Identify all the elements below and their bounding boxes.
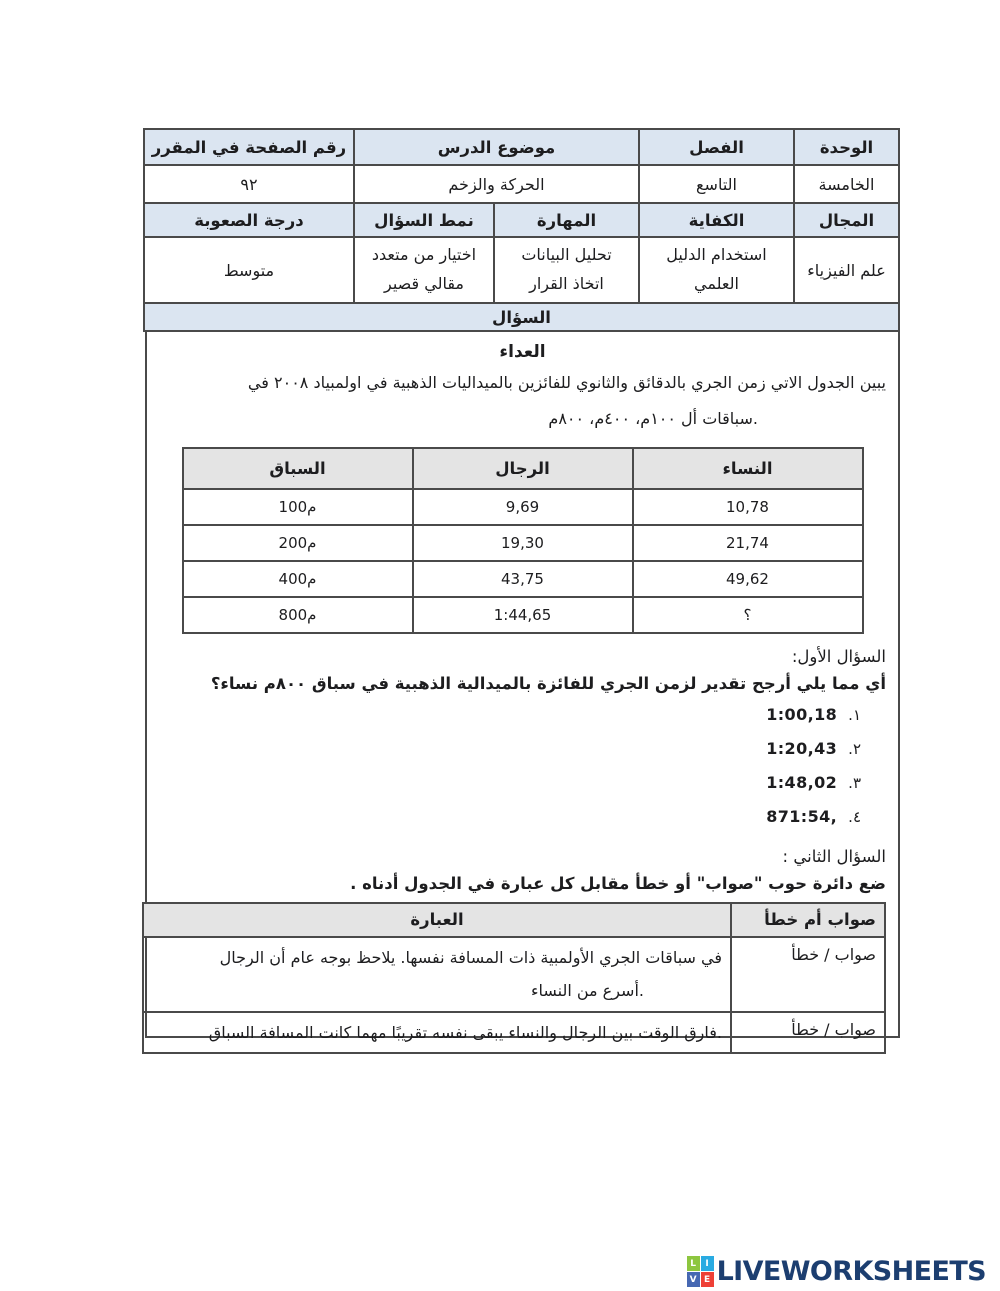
liveworksheets-grid-icon: L I V E [686,1256,714,1287]
statement-column-header: العبارة [142,901,732,938]
men-time-cell: 43,75 [411,559,634,598]
true-false-answer-cell[interactable]: صواب / خطأ [730,935,886,1013]
skill-header-cell: المهارة [493,202,640,238]
chapter-header-cell: الفصل [638,128,795,166]
true-false-table: صواب أم خطأ العبارة صواب / خطأ في سباقات… [142,901,886,1055]
table-row: 800م 1:44,65 ؟ [181,595,864,634]
difficulty-header-cell: درجة الصعوبة [142,202,355,238]
table-row: 400م 43,75 49,62 [181,559,864,598]
liveworksheets-wordmark: LIVEWORKSHEETS [716,1256,987,1287]
question-type-header-cell: نمط السؤال [352,202,496,238]
question-intro-line2: .سباقات أل ١٠٠م، ٤٠٠م، ٨٠٠م [548,408,758,428]
race-cell: 100م [181,487,414,526]
option-number: ٣. [848,773,861,792]
answer-column-header: صواب أم خطأ [730,901,886,938]
field-value-cell: علم الفيزياء [793,236,900,304]
women-time-cell: 49,62 [631,559,864,598]
statement-line2: .أسرع من النساء [530,981,644,1001]
question1-label: السؤال الأول: [791,646,886,666]
logo-square-e: E [700,1272,714,1287]
statement-cell: .فارق الوقت بين الرجال والنساء يبقى نفسه… [142,1010,732,1055]
page-number-header-cell: رقم الصفحة في المقرر [142,128,355,166]
race-cell: 200م [181,523,414,562]
option-value: 1:48,02 [766,773,838,793]
question-intro-line1: يبين الجدول الاتي زمن الجري بالدقائق وال… [247,373,886,392]
page-number-value-cell: ٩٢ [142,164,355,204]
women-time-cell: 10,78 [631,487,864,526]
skill-value-cell: تحليل البيانات اتخاذ القرار [493,236,640,304]
difficulty-value-cell: متوسط [142,236,355,304]
statement-line1: في سباقات الجري الأولمبية ذات المسافة نف… [219,947,722,967]
option-number: ٤. [848,807,861,826]
race-column-header: السباق [181,446,414,490]
competency-value-cell: استخدام الدليل العلمي [638,236,795,304]
question-type-value-cell: اختيار من متعدد مقالي قصير [352,236,496,304]
race-cell: 800م [181,595,414,634]
topic-header-cell: موضوع الدرس [352,128,641,166]
competency-header-cell: الكفاية [638,202,795,238]
race-times-table: السباق الرجال النساء 100م 9,69 10,78 200… [181,446,864,634]
topic-value-cell: الحركة والزخم [352,164,641,204]
liveworksheets-logo[interactable]: L I V E LIVEWORKSHEETS [686,1256,987,1287]
logo-square-l: L [686,1256,700,1271]
unit-header-cell: الوحدة [793,128,900,166]
option-3[interactable]: ٣. 1:48,02 [159,766,886,800]
option-value: 1:00,18 [766,705,838,725]
logo-square-i: I [700,1256,714,1271]
field-header-cell: المجال [793,202,900,238]
women-time-unknown-cell: ؟ [631,595,864,634]
option-value: 871:54, [766,807,838,827]
chapter-value-cell: التاسع [638,164,795,204]
women-column-header: النساء [631,446,864,490]
true-false-answer-cell[interactable]: صواب / خطأ [730,1010,886,1055]
option-number: ١. [848,705,861,724]
option-1[interactable]: ١. 1:00,18 [159,698,886,732]
option-value: 1:20,43 [766,739,838,759]
question2-text: ضع دائرة حوب "صواب" أو خطأ مقابل كل عبار… [350,873,886,893]
men-time-cell: 19,30 [411,523,634,562]
table-row: 100م 9,69 10,78 [181,487,864,526]
question-title: العداء [499,342,546,362]
option-number: ٢. [848,739,861,758]
option-2[interactable]: ٢. 1:20,43 [159,732,886,766]
question-box: العداء يبين الجدول الاتي زمن الجري بالدق… [142,330,900,1055]
men-time-cell: 1:44,65 [411,595,634,634]
race-cell: 400م [181,559,414,598]
statement-line1: .فارق الوقت بين الرجال والنساء يبقى نفسه… [208,1022,722,1042]
women-time-cell: 21,74 [631,523,864,562]
worksheet-content: الوحدة الفصل موضوع الدرس رقم الصفحة في ا… [142,128,901,1055]
statement-cell: في سباقات الجري الأولمبية ذات المسافة نف… [142,935,732,1013]
men-time-cell: 9,69 [411,487,634,526]
unit-value-cell: الخامسة [793,164,900,204]
metadata-table: الوحدة الفصل موضوع الدرس رقم الصفحة في ا… [142,128,901,332]
table-row: صواب / خطأ في سباقات الجري الأولمبية ذات… [142,935,886,1013]
men-column-header: الرجال [411,446,634,490]
table-row: صواب / خطأ .فارق الوقت بين الرجال والنسا… [142,1010,886,1055]
logo-square-v: V [686,1272,700,1287]
multiple-choice-options: ١. 1:00,18 ٢. 1:20,43 ٣. 1:48,02 ٤. 871:… [159,698,886,834]
table-row: 200م 19,30 21,74 [181,523,864,562]
question1-text: أي مما يلي أرجح تقدير لزمن الجري للفائزة… [210,673,886,693]
question2-label: السؤال الثاني : [782,846,886,866]
question-section-band: السؤال [142,302,901,332]
option-4[interactable]: ٤. 871:54, [159,800,886,834]
